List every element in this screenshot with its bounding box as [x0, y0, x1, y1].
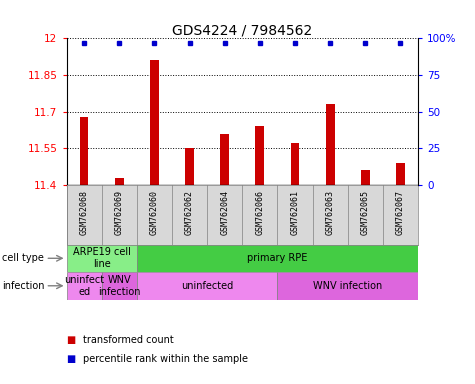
Text: percentile rank within the sample: percentile rank within the sample	[83, 354, 248, 364]
Bar	[102, 272, 137, 300]
Bar	[137, 272, 277, 300]
Bar	[220, 134, 229, 185]
Text: GSM762064: GSM762064	[220, 190, 229, 235]
Text: GSM762061: GSM762061	[291, 190, 299, 235]
Text: cell type: cell type	[2, 253, 44, 263]
Bar	[185, 148, 194, 185]
Text: ARPE19 cell
line: ARPE19 cell line	[73, 248, 131, 269]
Bar	[291, 144, 299, 185]
Text: GSM762066: GSM762066	[256, 190, 264, 235]
Text: infection: infection	[2, 281, 45, 291]
Bar	[150, 60, 159, 185]
Text: uninfected: uninfected	[181, 281, 233, 291]
Text: primary RPE: primary RPE	[247, 253, 308, 263]
Text: GSM762065: GSM762065	[361, 190, 370, 235]
Title: GDS4224 / 7984562: GDS4224 / 7984562	[172, 23, 313, 37]
Bar	[277, 272, 418, 300]
Bar	[326, 104, 334, 185]
Bar	[66, 272, 102, 300]
Text: ■: ■	[66, 335, 76, 345]
Text: GSM762068: GSM762068	[80, 190, 88, 235]
Bar	[361, 170, 370, 185]
Bar	[66, 245, 137, 272]
Text: WNV
infection: WNV infection	[98, 275, 141, 296]
Bar	[137, 245, 418, 272]
Bar	[396, 163, 405, 185]
Text: ■: ■	[66, 354, 76, 364]
Text: GSM762062: GSM762062	[185, 190, 194, 235]
Text: GSM762067: GSM762067	[396, 190, 405, 235]
Bar	[256, 126, 264, 185]
Text: transformed count: transformed count	[83, 335, 174, 345]
Text: GSM762069: GSM762069	[115, 190, 124, 235]
Text: uninfect
ed: uninfect ed	[64, 275, 104, 296]
Bar	[115, 178, 124, 185]
Text: WNV infection: WNV infection	[313, 281, 382, 291]
Text: GSM762063: GSM762063	[326, 190, 334, 235]
Text: GSM762060: GSM762060	[150, 190, 159, 235]
Bar	[80, 117, 88, 185]
